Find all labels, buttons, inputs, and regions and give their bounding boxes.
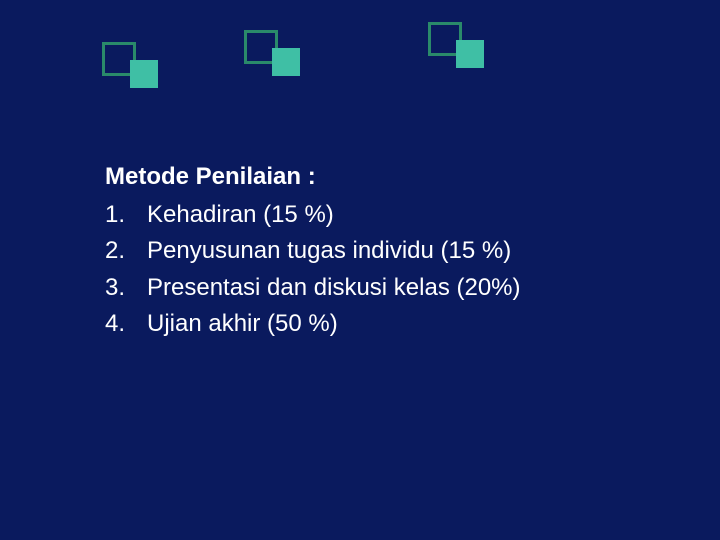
slide-content: Metode Penilaian : 1.Kehadiran (15 %)2.P…	[105, 160, 521, 343]
list-item: 3.Presentasi dan diskusi kelas (20%)	[105, 270, 521, 306]
list-item: 4.Ujian akhir (50 %)	[105, 306, 521, 342]
square-icon	[130, 60, 158, 88]
list-item-number: 3.	[105, 270, 147, 306]
list-item: 2.Penyusunan tugas individu (15 %)	[105, 233, 521, 269]
list-item-number: 1.	[105, 197, 147, 233]
list-item-text: Kehadiran (15 %)	[147, 197, 521, 233]
assessment-list: 1.Kehadiran (15 %)2.Penyusunan tugas ind…	[105, 197, 521, 343]
square-icon	[272, 48, 300, 76]
list-item-text: Ujian akhir (50 %)	[147, 306, 521, 342]
list-item-text: Penyusunan tugas individu (15 %)	[147, 233, 521, 269]
list-item-number: 4.	[105, 306, 147, 342]
decorative-squares	[0, 0, 720, 120]
list-item-number: 2.	[105, 233, 147, 269]
square-icon	[456, 40, 484, 68]
list-item: 1.Kehadiran (15 %)	[105, 197, 521, 233]
slide-heading: Metode Penilaian :	[105, 160, 521, 195]
list-item-text: Presentasi dan diskusi kelas (20%)	[147, 270, 521, 306]
